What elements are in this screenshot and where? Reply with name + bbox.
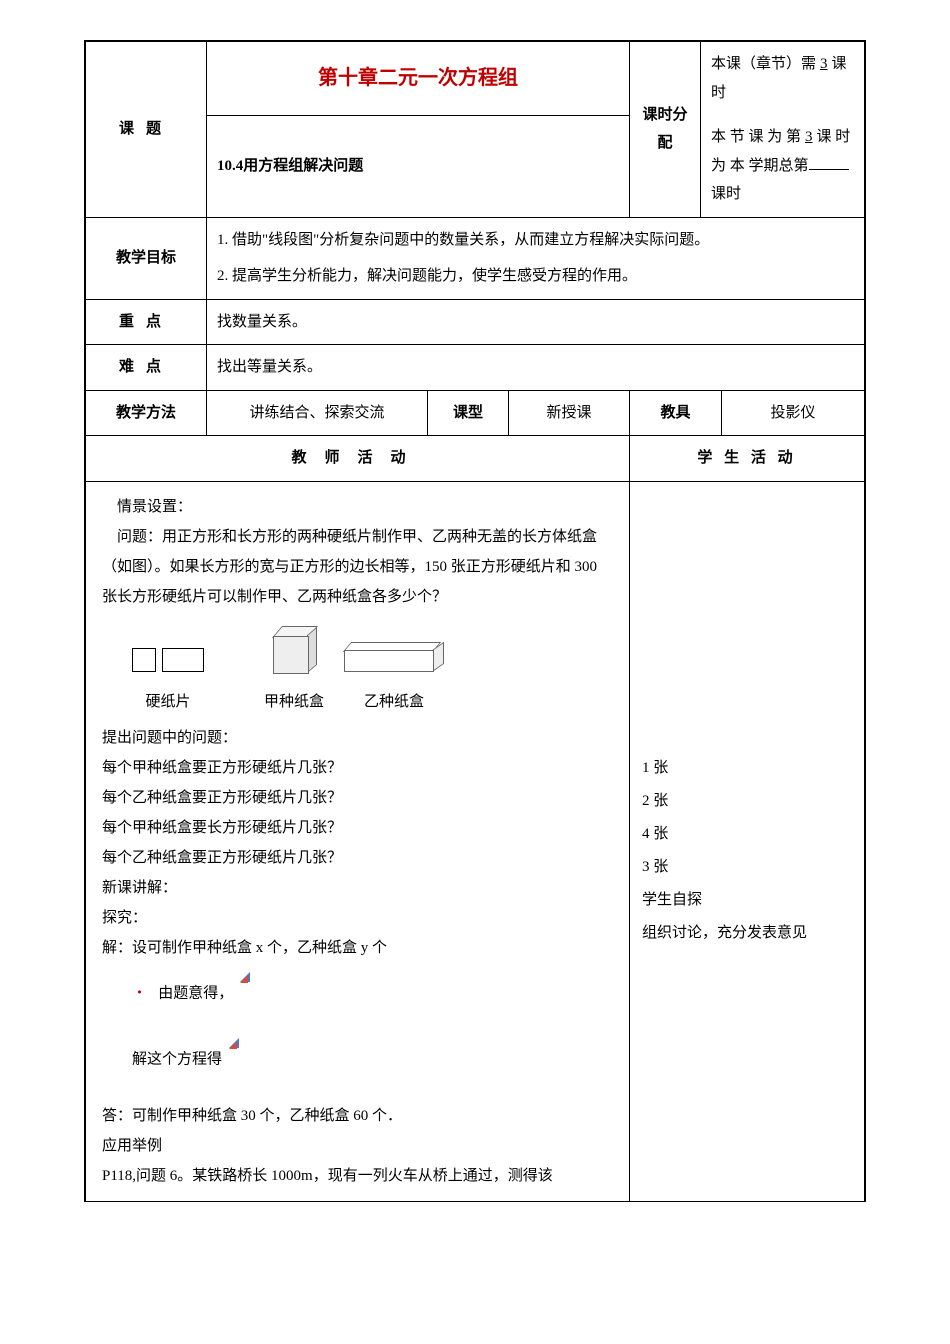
q-p1: 每个甲种纸盒要正方形硬纸片几张？ xyxy=(102,753,613,783)
fig-box-a: 甲种纸盒 xyxy=(264,626,324,717)
key-text: 找数量关系。 xyxy=(207,299,865,345)
equation-placeholder-2 xyxy=(226,1035,298,1085)
ans-2: 2 张 xyxy=(642,785,852,818)
cap-b: 乙种纸盒 xyxy=(344,687,444,717)
type-label: 课型 xyxy=(428,390,509,436)
by-text: 由题意得， xyxy=(158,985,233,1001)
period-line1a: 本课（章节）需 xyxy=(711,56,816,72)
period-line3b: 课时 xyxy=(711,186,741,202)
explore: 探究： xyxy=(102,903,613,933)
period-line2a: 本 节 课 为 第 xyxy=(711,129,801,145)
box-a-icon xyxy=(273,626,315,672)
tool-text: 投影仪 xyxy=(722,390,865,436)
raise-q: 提出问题中的问题： xyxy=(102,723,613,753)
answer-line: 答：可制作甲种纸盒 30 个，乙种纸盒 60 个． xyxy=(102,1101,613,1131)
stu-s2: 组织讨论，充分发表意见 xyxy=(642,917,852,950)
goal-label: 教学目标 xyxy=(86,217,207,299)
student-content: 1 张 2 张 4 张 3 张 学生自探 组织讨论，充分发表意见 xyxy=(630,481,865,1201)
fig-box-b: 乙种纸盒 xyxy=(344,642,444,717)
ans-4: 3 张 xyxy=(642,851,852,884)
stu-s1: 学生自探 xyxy=(642,884,852,917)
box-b-icon xyxy=(344,642,444,672)
figures-row: 硬纸片 甲种纸盒 乙种纸盒 xyxy=(132,626,613,717)
rect-card-icon xyxy=(162,648,204,672)
equation-placeholder-1 xyxy=(237,969,309,1019)
goal-cell: 1. 借助"线段图"分析复杂问题中的数量关系，从而建立方程解决实际问题。 2. … xyxy=(207,217,865,299)
red-dot-icon: ・ xyxy=(132,985,147,1001)
period-info-2: 本 节 课 为 第3课 时 为 本 学期总第课时 xyxy=(701,115,865,217)
q-p4: 每个乙种纸盒要正方形硬纸片几张？ xyxy=(102,843,613,873)
type-text: 新授课 xyxy=(509,390,630,436)
lesson-plan-table: 课题 第十章二元一次方程组 课时分配 本课（章节）需3课时 10.4用方程组解决… xyxy=(84,40,866,1202)
fig-cards: 硬纸片 xyxy=(132,648,204,717)
period-line2-num: 3 xyxy=(801,129,817,145)
student-header: 学 生 活 动 xyxy=(630,436,865,482)
section-no: 10.4 xyxy=(217,158,243,174)
p118-line: P118,问题 6。某铁路桥长 1000m，现有一列火车从桥上通过，测得该 xyxy=(102,1161,613,1191)
lecture: 新课讲解： xyxy=(102,873,613,903)
topic-label: 课题 xyxy=(86,42,207,218)
goal-2: 2. 提高学生分析能力，解决问题能力，使学生感受方程的作用。 xyxy=(217,262,854,291)
chapter-title: 第十章二元一次方程组 xyxy=(207,42,630,116)
apply-title: 应用举例 xyxy=(102,1131,613,1161)
tool-label: 教具 xyxy=(630,390,722,436)
period-line3a: 为 本 学期总第 xyxy=(711,158,809,174)
period-label: 课时分配 xyxy=(630,42,701,218)
q-p2: 每个乙种纸盒要正方形硬纸片几张？ xyxy=(102,783,613,813)
placeholder-icon-2 xyxy=(229,1038,239,1048)
period-line2b: 课 时 xyxy=(817,129,851,145)
square-card-icon xyxy=(132,648,156,672)
period-blank xyxy=(809,169,849,170)
solve2-text: 解这个方程得 xyxy=(132,1051,222,1067)
period-info: 本课（章节）需3课时 xyxy=(701,42,865,116)
teacher-header: 教师活动 xyxy=(86,436,630,482)
goal-1: 1. 借助"线段图"分析复杂问题中的数量关系，从而建立方程解决实际问题。 xyxy=(217,226,854,255)
problem-text: 问题：用正方形和长方形的两种硬纸片制作甲、乙两种无盖的长方体纸盒（如图）。如果长… xyxy=(102,522,613,612)
ans-1: 1 张 xyxy=(642,752,852,785)
period-line1-num: 3 xyxy=(816,56,832,72)
diff-text: 找出等量关系。 xyxy=(207,345,865,391)
equation-line-2: 解这个方程得 xyxy=(132,1035,613,1085)
placeholder-icon xyxy=(240,972,250,982)
cap-a: 甲种纸盒 xyxy=(264,687,324,717)
q-p3: 每个甲种纸盒要长方形硬纸片几张？ xyxy=(102,813,613,843)
key-label: 重点 xyxy=(86,299,207,345)
cap-card: 硬纸片 xyxy=(132,687,204,717)
ans-3: 4 张 xyxy=(642,818,852,851)
solve-line: 解：设可制作甲种纸盒 x 个，乙种纸盒 y 个 xyxy=(102,933,613,963)
section-title: 用方程组解决问题 xyxy=(243,158,363,174)
equation-line-1: ・ 由题意得， xyxy=(132,969,613,1019)
teacher-content: 情景设置： 问题：用正方形和长方形的两种硬纸片制作甲、乙两种无盖的长方体纸盒（如… xyxy=(86,481,630,1201)
diff-label: 难点 xyxy=(86,345,207,391)
scene-title: 情景设置： xyxy=(102,492,613,522)
method-label: 教学方法 xyxy=(86,390,207,436)
section-title-cell: 10.4用方程组解决问题 xyxy=(207,115,630,217)
method-text: 讲练结合、探索交流 xyxy=(207,390,428,436)
